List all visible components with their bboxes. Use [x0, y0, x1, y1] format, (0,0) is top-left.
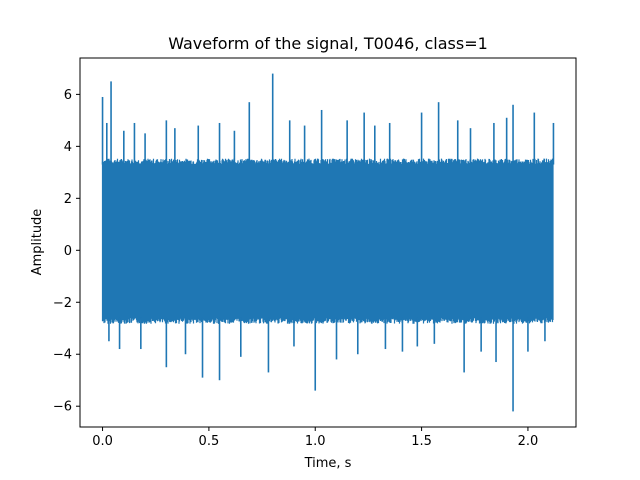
x-tick-label: 1.0 — [305, 434, 326, 449]
x-tick-label: 0.5 — [199, 434, 220, 449]
y-axis-ticks: −6 −4 −2 0 2 4 6 — [53, 88, 80, 415]
chart-title: Waveform of the signal, T0046, class=1 — [168, 34, 488, 53]
series-group — [101, 73, 555, 412]
x-tick-label: 1.5 — [411, 434, 432, 449]
x-tick-label: 0.0 — [92, 434, 113, 449]
y-tick-label: −2 — [53, 296, 72, 311]
x-axis-label: Time, s — [304, 456, 352, 471]
x-tick-label: 2.0 — [518, 434, 539, 449]
y-axis-label: Amplitude — [30, 209, 45, 276]
y-tick-label: 4 — [64, 140, 72, 155]
y-tick-label: 6 — [64, 88, 72, 103]
x-axis-ticks: 0.0 0.5 1.0 1.5 2.0 — [92, 427, 538, 449]
series-line — [101, 158, 554, 324]
plot-frame — [79, 57, 577, 428]
y-tick-label: 2 — [64, 192, 72, 207]
y-tick-label: 0 — [64, 244, 72, 259]
y-tick-label: −4 — [53, 348, 72, 363]
y-tick-label: −6 — [53, 400, 72, 415]
